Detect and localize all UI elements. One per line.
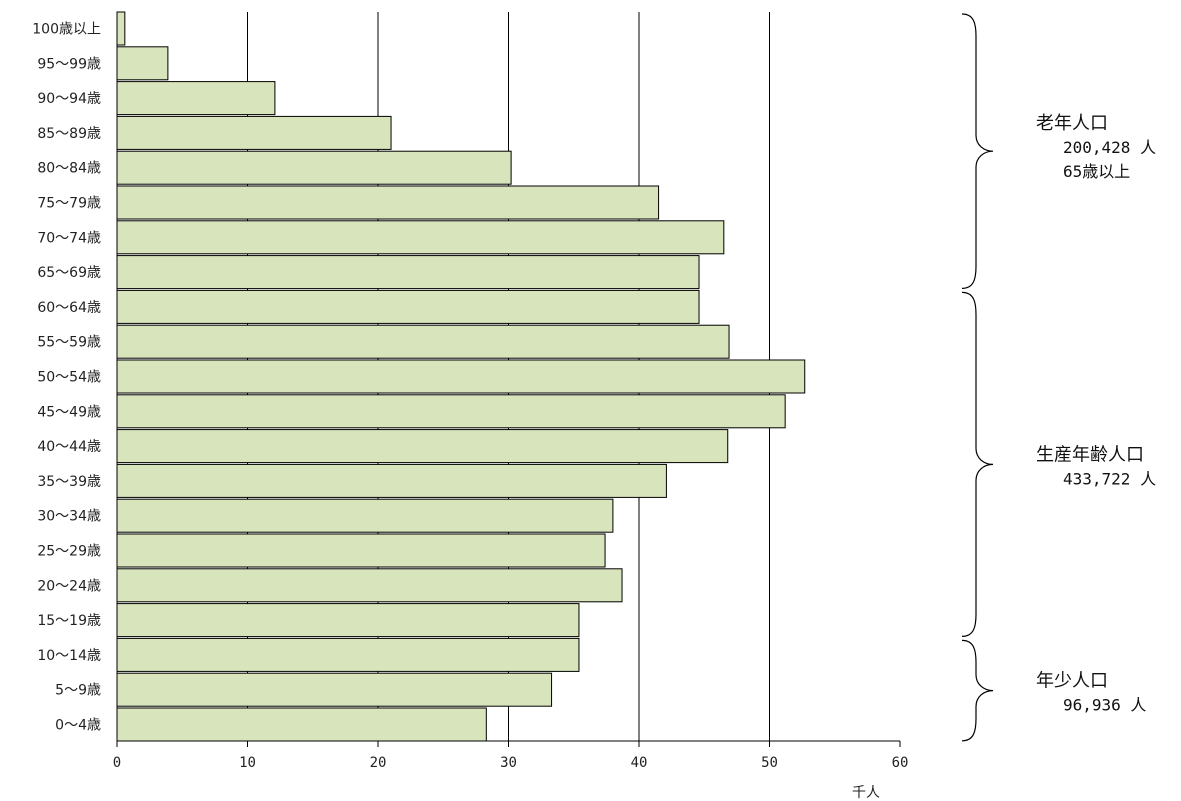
bar (116, 150, 512, 185)
category-label: 95～99歳 (37, 56, 101, 72)
bar (116, 11, 126, 46)
group-detail: 96,936 人 (1063, 696, 1146, 715)
category-label: 80～84歳 (37, 161, 101, 177)
x-tick-label: 10 (239, 755, 256, 771)
x-tick-labels: 0 10 20 30 40 50 60 (113, 755, 909, 771)
category-label: 5～9歳 (55, 683, 101, 699)
group-brace (961, 13, 994, 289)
group-title: 老年人口 (1036, 113, 1108, 134)
group-title: 年少人口 (1036, 671, 1108, 692)
group-braces (961, 13, 994, 742)
category-labels: 100歳以上 95～99歳 90～94歳 85～89歳 80～84歳 75～79歳 70～7… (32, 22, 101, 734)
category-label: 15～19歳 (37, 613, 101, 629)
axes (116, 12, 901, 747)
category-label: 35～39歳 (37, 474, 101, 490)
category-label: 100歳以上 (32, 22, 101, 38)
bar (116, 533, 606, 568)
bar (116, 324, 730, 359)
group-detail: 200,428 人 (1063, 138, 1156, 157)
group-brace (961, 291, 994, 637)
category-label: 70～74歳 (37, 230, 101, 246)
bar (116, 603, 580, 638)
category-label: 30～34歳 (37, 509, 101, 525)
bar (116, 498, 614, 533)
group-title: 生産年齢人口 (1036, 444, 1144, 465)
x-tick-label: 20 (370, 755, 387, 771)
group-brace (961, 639, 994, 742)
bars (116, 11, 806, 742)
x-unit-label: 千人 (852, 785, 880, 801)
bar (116, 394, 786, 429)
bar (116, 429, 729, 464)
bar (116, 359, 806, 394)
x-tick-label: 50 (761, 755, 778, 771)
bar (116, 568, 623, 603)
bar (116, 463, 667, 498)
group-detail: 433,722 人 (1063, 469, 1156, 488)
group-detail: 65歳以上 (1063, 162, 1130, 181)
category-label: 40～44歳 (37, 439, 101, 455)
x-tick-label: 60 (892, 755, 909, 771)
bar (116, 220, 725, 255)
category-label: 0～4歳 (55, 718, 101, 734)
bar (116, 81, 276, 116)
bar (116, 707, 487, 742)
bar (116, 115, 392, 150)
category-label: 75～79歳 (37, 196, 101, 212)
category-label: 85～89歳 (37, 126, 101, 142)
bar (116, 255, 700, 290)
x-tick-label: 40 (631, 755, 648, 771)
category-label: 50～54歳 (37, 370, 101, 386)
x-tick-label: 30 (500, 755, 517, 771)
category-label: 20～24歳 (37, 578, 101, 594)
category-label: 60～64歳 (37, 300, 101, 316)
bar (116, 289, 700, 324)
bar (116, 637, 580, 672)
category-label: 10～14歳 (37, 648, 101, 664)
category-label: 65～69歳 (37, 265, 101, 281)
bar (116, 46, 169, 81)
bar (116, 185, 660, 220)
category-label: 45～49歳 (37, 404, 101, 420)
bar (116, 672, 553, 707)
x-tick-label: 0 (113, 755, 121, 771)
category-label: 90～94歳 (37, 91, 101, 107)
category-label: 25～29歳 (37, 544, 101, 560)
category-label: 55～59歳 (37, 335, 101, 351)
